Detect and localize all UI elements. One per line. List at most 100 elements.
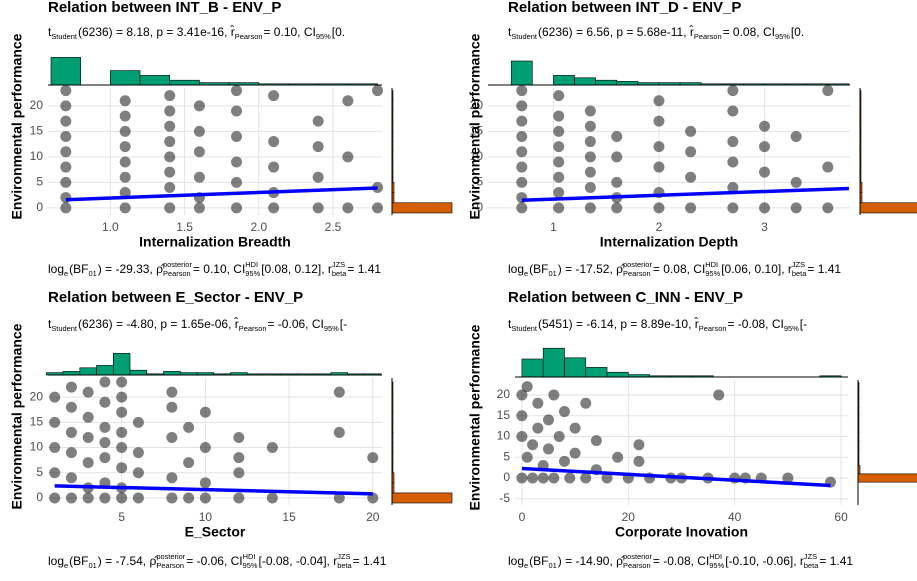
stat-sup: JZS [332,260,345,269]
point [199,492,211,504]
top-histogram-bar [79,367,97,376]
point [822,202,834,214]
point [727,105,739,117]
point [119,125,131,137]
x-axis-title: E_Sector [185,524,246,540]
stat-text: log [508,262,524,276]
point [601,472,613,484]
point [516,146,528,158]
top-histogram-bar [553,75,575,86]
point [553,141,565,153]
point [164,181,176,193]
point [164,151,176,163]
point [584,202,596,214]
stat-sup: posterior [623,552,652,561]
point [268,161,280,173]
stat-text: [0.08, 0.12], r [261,262,332,276]
point [60,192,72,204]
x-tick-label: 2.0 [250,220,267,234]
x-tick-label: 1.0 [102,220,119,234]
point [516,410,528,422]
y-axis-title: Environmental performance [467,324,483,510]
y-axis-title: Environmental performance [467,33,483,219]
point [516,100,528,112]
stat-sub: 01 [89,561,97,570]
y-tick-label: 0 [36,200,43,214]
point [116,492,128,504]
top-histogram-bar [595,79,618,86]
x-tick-label: 3 [761,220,768,234]
point [49,442,61,454]
point [584,105,596,117]
point [516,130,528,142]
point [584,136,596,148]
point [166,401,178,413]
point [553,125,565,137]
point [558,455,570,467]
y-tick-label: 0 [503,470,510,484]
point [727,136,739,148]
point [60,176,72,188]
point [537,472,549,484]
point [266,442,278,454]
stat-sub: Pearson [235,32,263,41]
y-tick-label: 10 [497,429,511,443]
point [119,202,131,214]
point [233,431,245,443]
stat-text: (6236) = 6.56, p = 5.68e-11, r̂ [538,24,694,39]
stat-text: = 0.08, CI [653,262,705,276]
point [60,115,72,127]
stat-text: [0.06, 0.10], r [721,262,792,276]
point [199,442,211,454]
point [119,95,131,107]
point [233,452,245,464]
top-histogram-bar [521,358,544,378]
panel-title: Relation between C_INN - ENV_P [508,289,743,306]
stat-text: (BF [529,262,548,276]
point [727,202,739,214]
top-histogram-bar [510,60,533,86]
y-tick-label: 10 [30,149,44,163]
point [231,202,243,214]
point [553,430,565,442]
plot-area [48,88,382,215]
stat-text: t [48,317,52,331]
point [558,406,570,418]
stat-sub: 01 [549,269,557,278]
plot-area [515,380,848,505]
top-histogram-bar [96,365,114,376]
stat-text: (BF [69,262,88,276]
stat-text: = 0.10, CI [263,25,315,39]
point [65,381,77,393]
point [164,136,176,148]
stat-sub: beta [792,269,807,278]
point [231,85,243,97]
point [233,467,245,479]
point [164,90,176,102]
point [548,389,560,401]
point [333,492,345,504]
top-histogram-bar [50,57,81,86]
point [590,435,602,447]
point [60,161,72,173]
point [553,187,565,199]
stat-text: log [508,554,524,568]
point [116,376,128,388]
point [193,125,205,137]
point [685,171,697,183]
stat-text: [-0.08, -0.04], r [259,554,338,568]
stat-sub: 95% [784,324,799,333]
point [611,202,623,214]
stat-sub: 01 [89,269,97,278]
stat-text: = 1.41 [347,262,381,276]
point [49,492,61,504]
point [60,85,72,97]
point [564,472,576,484]
stat-text: t [508,25,512,39]
point [183,457,195,469]
point [268,202,280,214]
stat-text: [- [800,317,807,331]
point [231,176,243,188]
point [132,492,144,504]
